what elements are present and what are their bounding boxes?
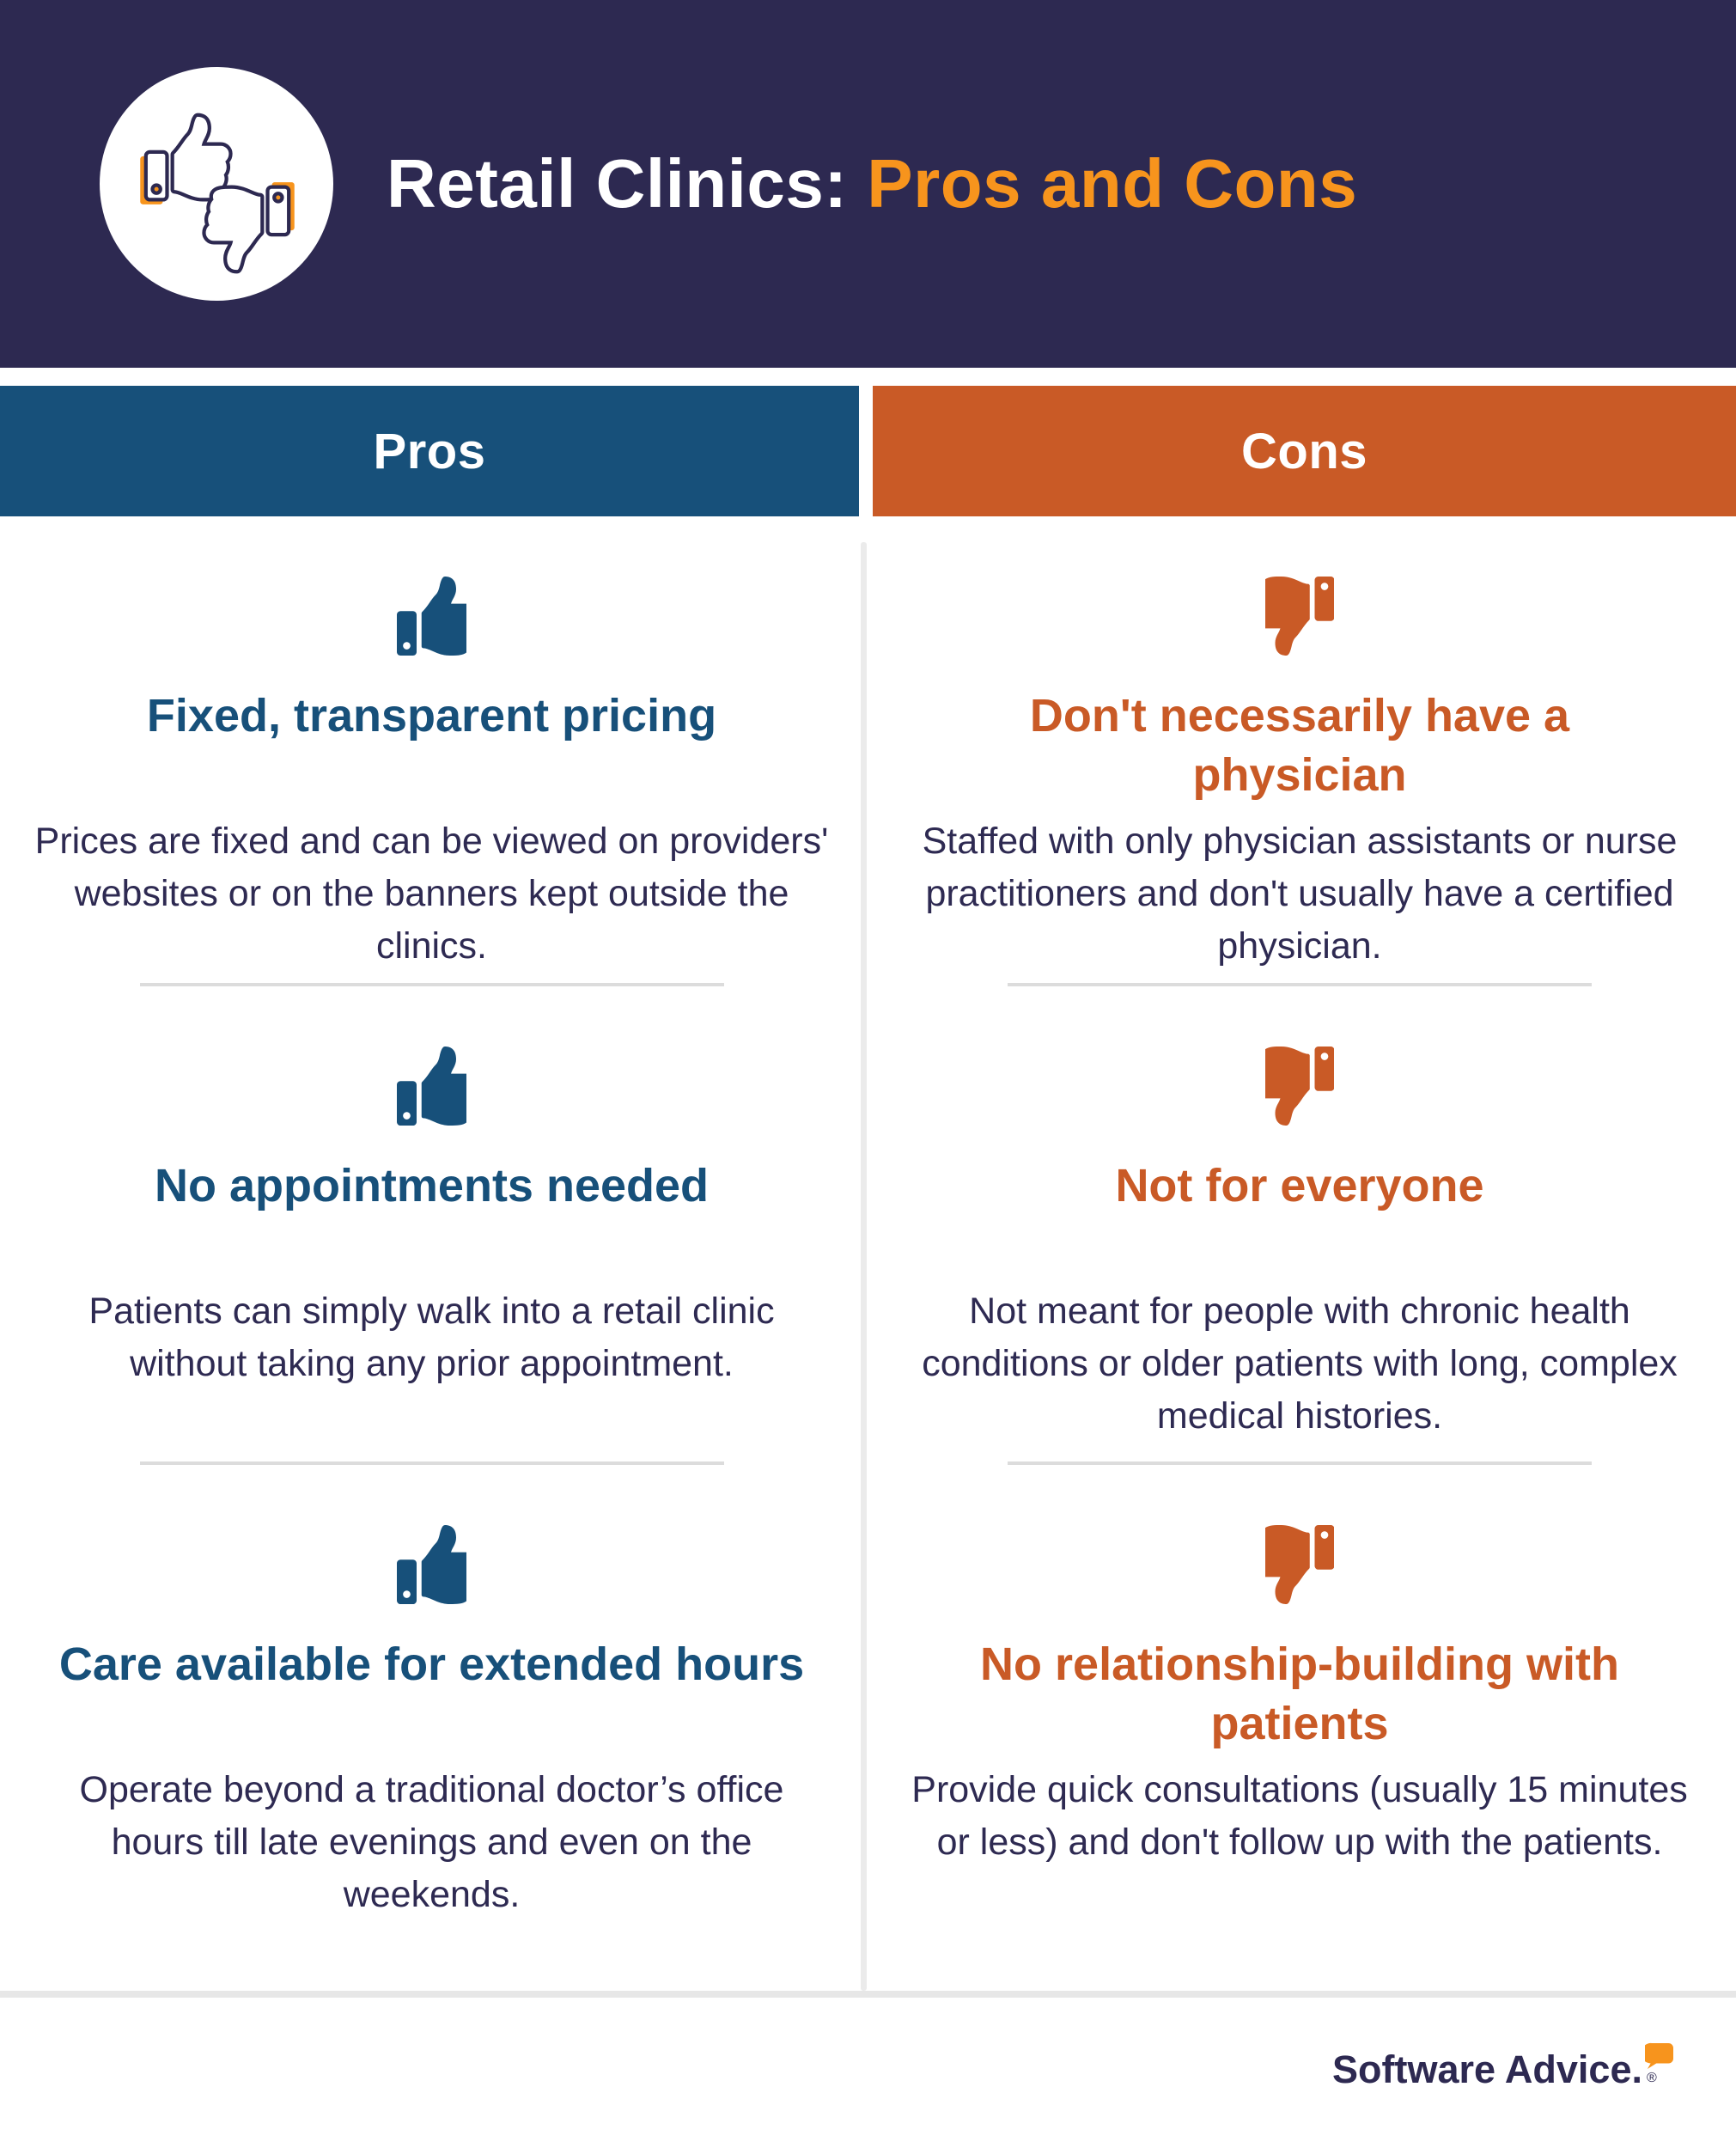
column-headers: Pros Cons	[0, 386, 1736, 516]
page-title-accent: Pros and Cons	[867, 145, 1358, 222]
pros-item-1: Fixed, transparent pricing Prices are fi…	[0, 516, 863, 986]
pros-item-3: Care available for extended hours Operat…	[0, 1465, 863, 1991]
header-logo	[100, 67, 333, 301]
cons-item-3: No relationship-building with patients P…	[863, 1465, 1736, 1991]
item-description: Prices are fixed and can be viewed on pr…	[34, 821, 829, 967]
item-title: Care available for extended hours	[58, 1638, 805, 1690]
section-divider	[1008, 1461, 1592, 1465]
item-description: Patients can simply walk into a retail c…	[88, 1291, 775, 1385]
item-title: Fixed, transparent pricing	[146, 690, 717, 741]
thumbs-up-icon	[397, 1047, 466, 1126]
section-divider	[139, 1461, 724, 1465]
footer-brand: Software Advice. ®	[1332, 2042, 1674, 2092]
thumbs-down-icon	[201, 182, 295, 278]
item-title: Don't necessarily have a physician	[1029, 690, 1570, 802]
page-title-prefix: Retail Clinics:	[387, 145, 868, 222]
pros-column: Fixed, transparent pricing Prices are fi…	[0, 516, 863, 1991]
registered-mark: ®	[1647, 2071, 1657, 2085]
cons-item-2: Not for everyone Not meant for people wi…	[863, 986, 1736, 1465]
thumbs-up-icon	[397, 1525, 466, 1604]
section-divider	[139, 983, 724, 986]
speech-bubble-icon	[1645, 2042, 1673, 2070]
pros-header: Pros	[0, 386, 859, 516]
thumbs-down-icon	[1264, 1047, 1335, 1126]
footer-brand-text: Software Advice.	[1332, 2047, 1642, 2091]
cons-item-1: Don't necessarily have a physician Staff…	[863, 516, 1736, 986]
thumbs-down-icon	[1264, 577, 1335, 656]
thumbs-up-icon	[140, 108, 234, 204]
cons-column: Don't necessarily have a physician Staff…	[863, 516, 1736, 1991]
item-description: Operate beyond a traditional doctor’s of…	[79, 1769, 784, 1916]
item-title: No appointments needed	[154, 1160, 710, 1211]
item-description: Not meant for people with chronic health…	[922, 1291, 1678, 1437]
bottom-border-line	[0, 1991, 1736, 1998]
item-title: No relationship-building with patients	[980, 1638, 1619, 1750]
pros-item-2: No appointments needed Patients can simp…	[0, 986, 863, 1465]
section-divider	[1008, 983, 1592, 986]
footer: Software Advice. ®	[0, 1998, 1736, 2141]
item-description: Provide quick consultations (usually 15 …	[911, 1769, 1688, 1864]
header-banner: Retail Clinics: Pros and Cons	[0, 0, 1736, 368]
column-header-gap	[859, 386, 873, 516]
cons-header: Cons	[873, 386, 1736, 516]
vertical-divider	[861, 542, 867, 1991]
item-description: Staffed with only physician assistants o…	[922, 821, 1678, 967]
brand-mark: ®	[1645, 2042, 1674, 2086]
comparison-content: Fixed, transparent pricing Prices are fi…	[0, 516, 1736, 1991]
thumbs-down-icon	[1264, 1525, 1335, 1604]
item-title: Not for everyone	[1115, 1160, 1484, 1211]
thumbs-up-icon	[397, 577, 466, 656]
page-title: Retail Clinics: Pros and Cons	[387, 144, 1357, 223]
